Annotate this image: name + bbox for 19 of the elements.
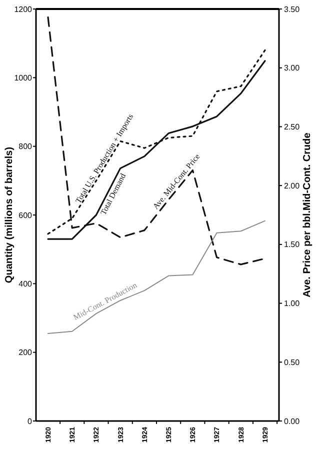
line-series [48,220,266,334]
y-tick-label: 1200 [14,4,33,14]
y2-tick-label: 3.00 [284,64,300,73]
y-tick-label: 1000 [14,73,33,82]
y2-tick-label: 3.50 [284,4,300,14]
y2-tick-label: 0.00 [284,416,300,426]
y2-tick-label: 2.00 [284,181,300,190]
y-tick-label: 400 [18,279,33,288]
y2-tick-label: 2.50 [284,122,300,132]
y2-tick-label: 0.50 [284,358,300,367]
y-tick-label: 800 [18,142,33,152]
y-tick-label: 200 [18,348,33,358]
y2-axis-title: Ave. Price per bbl.Mid-Cont. Crude [302,132,313,298]
y-axis-title: Quantity (millions of barrels) [4,146,15,284]
y-tick-label: 600 [18,210,33,220]
y2-tick-label: 1.50 [284,240,300,250]
y-tick-label: 0 [28,416,33,426]
line-series [47,16,266,266]
y2-tick-label: 1.00 [284,299,300,308]
